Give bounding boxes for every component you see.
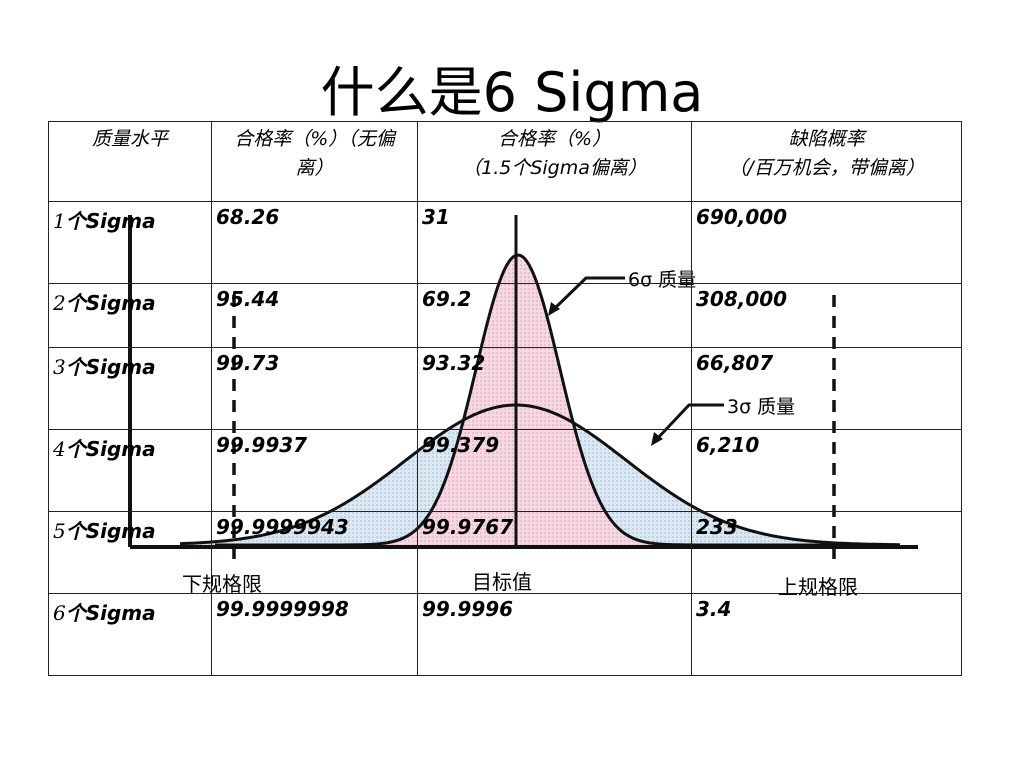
yield-shift-cell: 99.9996: [417, 593, 692, 676]
yield-no-shift-cell: 99.9999943: [211, 511, 418, 594]
yield-shift-cell: 99.379: [417, 429, 692, 512]
sigma-level-unit: 个Sigma: [65, 209, 156, 233]
sigma-level-number: 4: [53, 437, 66, 461]
defect-probability-cell: 308,000: [691, 283, 962, 348]
table-row: 6个Sigma 99.9999998 99.9996 3.4: [48, 593, 962, 676]
sigma-level-cell: 6个Sigma: [48, 593, 212, 676]
yield-no-shift-cell: 99.9999998: [211, 593, 418, 676]
yield-shift-cell: 93.32: [417, 347, 692, 430]
table-row: 1个Sigma 68.26 31 690,000: [48, 201, 962, 284]
sigma-level-number: 2: [53, 291, 66, 315]
sigma-level-number: 6: [53, 601, 66, 625]
yield-shift-cell: 31: [417, 201, 692, 284]
sigma-level-number: 1: [53, 209, 66, 233]
sigma-level-cell: 3个Sigma: [48, 347, 212, 430]
page-title: 什么是6 Sigma: [320, 61, 704, 124]
sigma-table: 质量水平 合格率（%）（无偏 离） 合格率（%） （1.5个Sigma偏离） 缺陷概…: [48, 121, 962, 676]
sigma-level-number: 3: [53, 355, 66, 379]
sigma-level-cell: 1个Sigma: [48, 201, 212, 284]
defect-probability-cell: 6,210: [691, 429, 962, 512]
sigma-level-unit: 个Sigma: [65, 355, 156, 379]
sigma-level-cell: 4个Sigma: [48, 429, 212, 512]
yield-no-shift-cell: 95.44: [211, 283, 418, 348]
yield-no-shift-cell: 99.73: [211, 347, 418, 430]
sigma-level-number: 5: [53, 519, 66, 543]
lower-spec-limit-label: 下规格限: [182, 572, 262, 596]
yield-shift-cell: 99.9767: [417, 511, 692, 594]
sigma-level-unit: 个Sigma: [65, 601, 156, 625]
defect-probability-cell: 66,807: [691, 347, 962, 430]
defect-probability-cell: 690,000: [691, 201, 962, 284]
target-value-label: 目标值: [472, 570, 532, 594]
yield-no-shift-cell: 68.26: [211, 201, 418, 284]
header-quality-level: 质量水平: [48, 121, 212, 202]
header-defect-probability: 缺陷概率 （/百万机会，带偏离）: [691, 121, 962, 202]
yield-no-shift-cell: 99.9937: [211, 429, 418, 512]
yield-shift-cell: 69.2: [417, 283, 692, 348]
sigma-level-unit: 个Sigma: [65, 519, 156, 543]
table-row: 4个Sigma 99.9937 99.379 6,210: [48, 429, 962, 512]
table-row: 3个Sigma 99.73 93.32 66,807: [48, 347, 962, 430]
table-row: 2个Sigma 95.44 69.2 308,000: [48, 283, 962, 348]
defect-probability-cell: 3.4: [691, 593, 962, 676]
sigma-level-unit: 个Sigma: [65, 291, 156, 315]
sigma-level-cell: 2个Sigma: [48, 283, 212, 348]
sigma-level-unit: 个Sigma: [65, 437, 156, 461]
table-header-row: 质量水平 合格率（%）（无偏 离） 合格率（%） （1.5个Sigma偏离） 缺陷概…: [48, 121, 962, 202]
header-yield-shift: 合格率（%） （1.5个Sigma偏离）: [417, 121, 692, 202]
table-row: 5个Sigma 99.9999943 99.9767 233: [48, 511, 962, 594]
header-yield-no-shift: 合格率（%）（无偏 离）: [211, 121, 418, 202]
sigma-level-cell: 5个Sigma: [48, 511, 212, 594]
upper-spec-limit-label: 上规格限: [778, 575, 858, 599]
